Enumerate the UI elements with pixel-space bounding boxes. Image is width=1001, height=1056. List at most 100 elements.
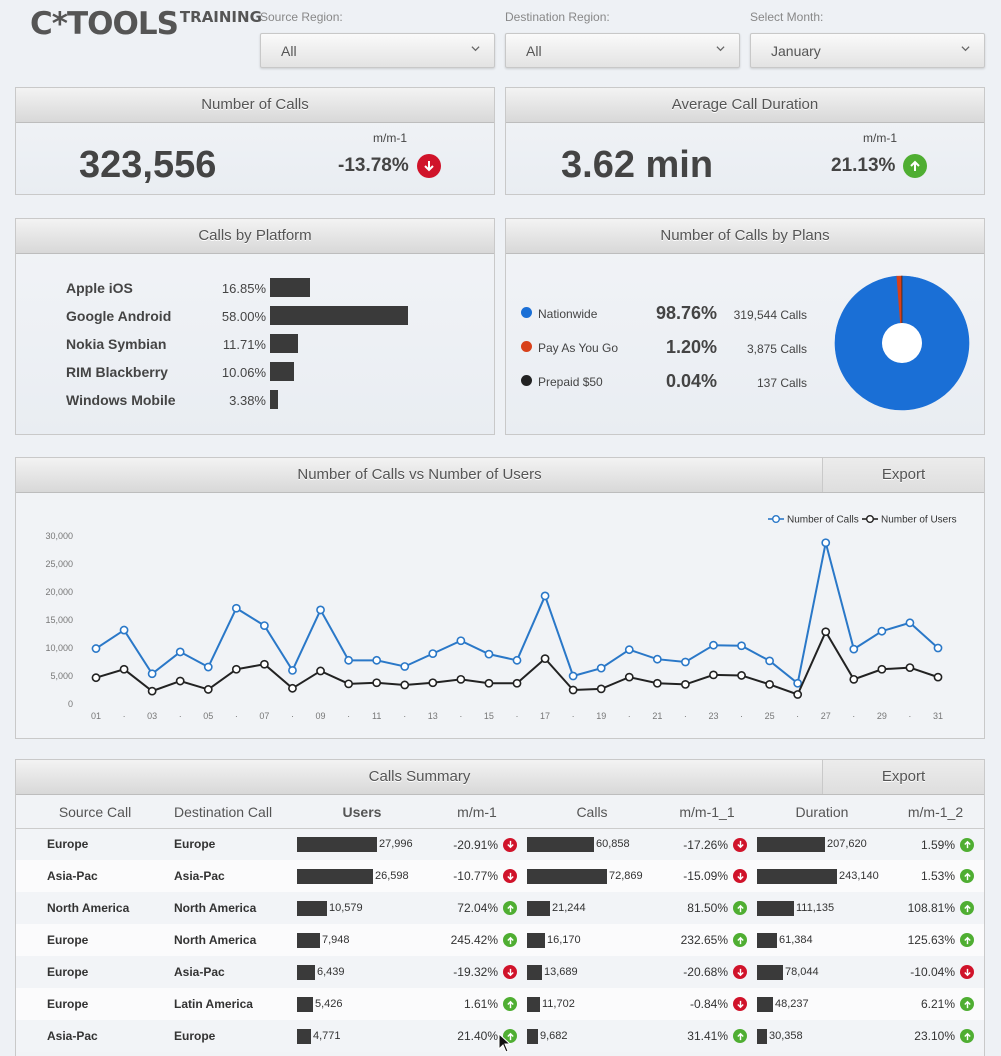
data-point <box>709 670 718 680</box>
column-header[interactable]: Calls <box>527 796 657 829</box>
table-row[interactable]: Asia-Pac Asia-Pac 26,598 -10.77% 72,869 -15.0… <box>16 860 984 892</box>
destination-region-select[interactable]: All <box>505 33 740 68</box>
bar-value: 10,579 <box>329 902 363 915</box>
panel-title: Number of Calls vs Number of Users Expor… <box>16 458 984 493</box>
platform-bar <box>270 390 278 409</box>
column-header[interactable]: Source Call <box>16 796 174 829</box>
export-button[interactable]: Export <box>822 760 984 794</box>
mm-value: 232.65% <box>680 933 728 948</box>
mm-cell: 23.10% <box>887 1020 984 1052</box>
mm-value: 1.53% <box>920 869 955 884</box>
select-value: All <box>526 43 542 59</box>
y-tick-label: 15,000 <box>45 615 73 625</box>
x-tick-label: · <box>572 711 575 721</box>
column-header[interactable]: m/m-1_1 <box>657 796 757 829</box>
mm-value: -20.91% <box>453 837 498 852</box>
table-row[interactable]: Europe Europe 27,996 -20.91% 60,858 -17.26% 20… <box>16 828 984 860</box>
mm-value: 81.50% <box>687 901 728 916</box>
data-point <box>540 591 550 601</box>
legend-dot-icon <box>521 307 532 318</box>
bar-cell: 27,996 <box>297 828 427 860</box>
data-point <box>259 659 269 669</box>
x-tick-label: 27 <box>821 711 831 721</box>
bar-value: 21,244 <box>552 902 586 915</box>
bar-value: 27,996 <box>379 838 413 851</box>
data-point <box>456 636 466 646</box>
value-bar <box>527 836 594 852</box>
arrow-down-icon <box>503 869 517 884</box>
panel-title: Number of Calls <box>16 88 494 123</box>
x-tick-label: · <box>291 711 294 721</box>
table-row[interactable]: Europe North America 7,948 245.42% 16,170 232… <box>16 924 984 956</box>
mm-cell: 72.04% <box>427 892 527 924</box>
bar-cell: 26,598 <box>297 860 427 892</box>
data-point <box>231 664 241 674</box>
mm-label: m/m-1 <box>373 131 407 145</box>
bar-cell: 61,384 <box>757 924 887 956</box>
arrow-up-icon <box>733 1029 747 1044</box>
mm-value: 21.40% <box>457 1029 498 1044</box>
source-region-select[interactable]: All <box>260 33 495 68</box>
x-tick-label: 31 <box>933 711 943 721</box>
bar-value: 207,620 <box>827 838 867 851</box>
bar-value: 72,869 <box>609 870 643 883</box>
bar-cell: 21,244 <box>527 892 657 924</box>
table-row[interactable]: North America North America 10,579 72.04% 21… <box>16 892 984 924</box>
data-point <box>765 656 774 666</box>
column-header[interactable]: Users <box>297 796 427 829</box>
data-point <box>681 657 690 667</box>
mm-cell: -20.68% <box>657 956 757 988</box>
plan-row: Prepaid $50 0.04% 137 Calls <box>521 371 821 391</box>
table-row[interactable]: Asia-Pac Europe 4,771 21.40% 9,682 31.41% 30,3… <box>16 1020 984 1052</box>
table-row[interactable]: Europe Asia-Pac 6,439 -19.32% 13,689 -20.68% 7… <box>16 956 984 988</box>
platform-row: Windows Mobile 3.38% <box>66 390 486 410</box>
x-tick-label: · <box>347 711 350 721</box>
platform-name: Apple iOS <box>66 280 133 296</box>
value-bar <box>527 932 545 948</box>
arrow-up-icon <box>733 933 747 948</box>
x-tick-label: 25 <box>765 711 775 721</box>
platform-bar <box>270 334 298 353</box>
data-point <box>288 665 297 675</box>
arrow-up-icon <box>903 154 928 178</box>
value-bar <box>527 964 542 980</box>
data-point <box>119 625 129 635</box>
x-tick-label: 23 <box>708 711 718 721</box>
x-tick-label: · <box>179 711 182 721</box>
data-point <box>568 671 578 681</box>
column-header[interactable]: Duration <box>757 796 887 829</box>
source-call-cell: North America <box>16 892 174 924</box>
export-button[interactable]: Export <box>822 458 984 492</box>
x-tick-label: 29 <box>877 711 887 721</box>
mm-value: 21.13% <box>831 154 928 178</box>
bar-value: 11,702 <box>542 998 575 1011</box>
mm-cell: -17.26% <box>657 828 757 860</box>
data-point <box>456 674 466 684</box>
platform-name: Nokia Symbian <box>66 336 167 352</box>
column-header[interactable]: Destination Call <box>174 796 297 829</box>
plan-calls: 3,875 Calls <box>746 342 807 356</box>
bar-cell: 4,771 <box>297 1020 427 1052</box>
mouse-cursor-icon <box>498 1033 512 1053</box>
bar-value: 5,426 <box>315 998 343 1011</box>
value-bar <box>297 868 373 884</box>
arrow-up-icon <box>503 901 517 916</box>
month-select[interactable]: January <box>750 33 985 68</box>
mm-value: 6.21% <box>920 997 955 1012</box>
bar-cell: 16,170 <box>527 924 657 956</box>
mm-cell: 1.59% <box>887 828 984 860</box>
mm-value: -20.68% <box>683 965 728 980</box>
column-header[interactable]: m/m-1_2 <box>887 796 984 829</box>
table-row[interactable]: Europe Latin America 5,426 1.61% 11,702 -0.84… <box>16 988 984 1020</box>
data-point <box>175 676 185 686</box>
plan-pct: 98.76% <box>655 303 717 323</box>
data-point <box>877 626 887 636</box>
mm-value: 72.04% <box>457 901 498 916</box>
column-header[interactable]: m/m-1 <box>427 796 527 829</box>
data-point <box>484 678 494 688</box>
value-bar <box>297 964 315 980</box>
platform-name: RIM Blackberry <box>66 364 168 380</box>
duration-kpi-panel: Average Call Duration 3.62 min m/m-1 21.… <box>505 87 985 195</box>
data-point <box>681 679 690 689</box>
value-bar <box>527 996 540 1012</box>
